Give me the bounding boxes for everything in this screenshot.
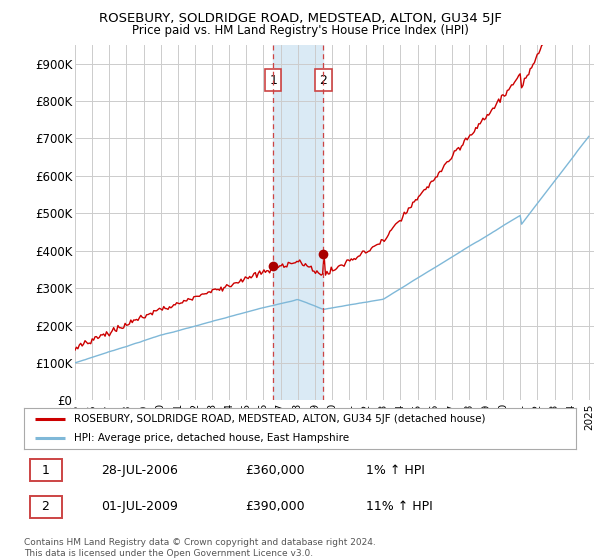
Bar <box>273 45 323 400</box>
Text: £360,000: £360,000 <box>245 464 304 477</box>
Text: 1: 1 <box>269 74 277 87</box>
Text: 11% ↑ HPI: 11% ↑ HPI <box>366 500 433 514</box>
Text: Price paid vs. HM Land Registry's House Price Index (HPI): Price paid vs. HM Land Registry's House … <box>131 24 469 36</box>
Text: 2: 2 <box>319 74 328 87</box>
Text: HPI: Average price, detached house, East Hampshire: HPI: Average price, detached house, East… <box>74 433 349 444</box>
Text: £390,000: £390,000 <box>245 500 304 514</box>
Text: 01-JUL-2009: 01-JUL-2009 <box>101 500 178 514</box>
Text: Contains HM Land Registry data © Crown copyright and database right 2024.
This d: Contains HM Land Registry data © Crown c… <box>24 538 376 558</box>
Text: 2: 2 <box>41 500 49 514</box>
FancyBboxPatch shape <box>29 459 62 482</box>
Text: 28-JUL-2006: 28-JUL-2006 <box>101 464 178 477</box>
Text: ROSEBURY, SOLDRIDGE ROAD, MEDSTEAD, ALTON, GU34 5JF (detached house): ROSEBURY, SOLDRIDGE ROAD, MEDSTEAD, ALTO… <box>74 414 485 424</box>
Text: 1% ↑ HPI: 1% ↑ HPI <box>366 464 425 477</box>
Text: ROSEBURY, SOLDRIDGE ROAD, MEDSTEAD, ALTON, GU34 5JF: ROSEBURY, SOLDRIDGE ROAD, MEDSTEAD, ALTO… <box>98 12 502 25</box>
FancyBboxPatch shape <box>29 496 62 517</box>
Text: 1: 1 <box>41 464 49 477</box>
